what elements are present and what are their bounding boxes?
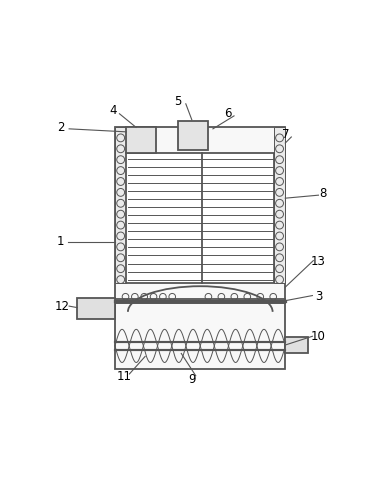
Bar: [115, 299, 285, 368]
Text: 7: 7: [282, 128, 289, 141]
Bar: [178, 121, 208, 150]
Bar: [285, 337, 308, 354]
Bar: [274, 127, 285, 283]
Text: 11: 11: [116, 370, 131, 383]
Bar: [77, 297, 115, 319]
Bar: [126, 153, 274, 283]
Text: 3: 3: [315, 290, 322, 303]
Text: 12: 12: [55, 300, 70, 313]
Bar: [126, 127, 156, 153]
Text: 13: 13: [311, 255, 326, 268]
Bar: [115, 127, 126, 283]
Text: 4: 4: [110, 104, 117, 117]
Bar: [115, 127, 285, 302]
Text: 2: 2: [57, 121, 65, 134]
Text: 5: 5: [175, 95, 182, 108]
Text: 9: 9: [188, 373, 196, 386]
Text: 1: 1: [57, 235, 65, 249]
Text: 6: 6: [224, 107, 232, 120]
Text: 8: 8: [319, 187, 327, 200]
Text: 10: 10: [311, 331, 326, 343]
